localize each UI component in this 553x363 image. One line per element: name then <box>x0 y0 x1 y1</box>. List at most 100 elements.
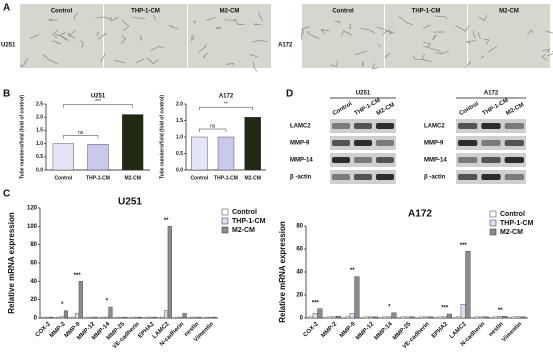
bar <box>520 316 526 319</box>
tube-network <box>95 14 179 64</box>
bar <box>60 316 65 319</box>
bar <box>75 313 80 319</box>
sig-label: *** <box>460 243 468 249</box>
bar <box>115 316 120 319</box>
bar <box>49 316 54 319</box>
bar <box>308 316 314 319</box>
cell-line-label: U251 <box>1 43 16 49</box>
blot-band <box>481 140 501 146</box>
sig-bracket <box>199 106 253 111</box>
y-tick-label: 0.5 <box>176 151 183 157</box>
protein-label: β -actin <box>424 175 446 181</box>
blot-band <box>376 157 394 163</box>
blot-band <box>458 140 478 146</box>
image-label: THP-1-CM <box>412 9 441 15</box>
bar <box>456 316 462 319</box>
y-tick-label: 0.0 <box>36 167 43 173</box>
micrograph <box>188 4 271 68</box>
sig-label: * <box>106 299 109 305</box>
blot-band <box>504 174 524 180</box>
y-tick-label: 20 <box>296 293 303 299</box>
bar <box>208 316 213 319</box>
blot-band <box>354 157 372 163</box>
sig-label: ** <box>224 102 228 108</box>
y-tick-label: 40 <box>30 279 37 285</box>
y-tick-label: 20 <box>30 297 37 303</box>
x-tick-label: THP-1-CM <box>86 175 110 181</box>
bar <box>87 144 109 171</box>
bar <box>217 136 235 171</box>
protein-label: MMP-9 <box>424 141 444 147</box>
legend-label: THP-1-CM <box>500 220 534 227</box>
x-tick-label: MMP-2 <box>320 321 338 339</box>
protein-label: β -actin <box>290 175 312 181</box>
y-tick-label: 1.5 <box>176 118 183 124</box>
bar <box>204 316 209 319</box>
bar <box>483 316 489 319</box>
bar <box>123 316 128 319</box>
bar <box>511 316 517 319</box>
chart-title: U251 <box>118 197 142 208</box>
lane-label: M2-CM <box>505 102 525 117</box>
protein-label: MMP-14 <box>424 158 447 164</box>
micrograph <box>104 4 187 68</box>
bar <box>191 136 208 171</box>
sig-label: *** <box>74 273 82 279</box>
bar <box>349 313 355 319</box>
y-tick-label: 2.0 <box>36 115 43 121</box>
legend-swatch <box>221 226 229 234</box>
protein-label: LAMC2 <box>290 124 311 130</box>
chart-title: U251 <box>91 94 106 100</box>
y-tick-label: 100 <box>27 224 38 230</box>
bar <box>446 313 452 319</box>
bar <box>130 316 135 319</box>
bar <box>409 316 415 319</box>
y-axis-label: Tube numbers/field (fold of control) <box>159 95 165 179</box>
blot-band <box>354 174 372 180</box>
bar <box>122 114 144 171</box>
bar <box>193 316 198 319</box>
blot-band <box>354 123 372 129</box>
bar <box>145 316 150 319</box>
legend-label: M2-CM <box>232 227 255 234</box>
y-tick-label: 120 <box>27 206 38 212</box>
blot-band <box>458 174 478 180</box>
bar <box>368 316 374 319</box>
bar <box>428 316 434 319</box>
x-tick-label: MMP-12 <box>355 321 376 342</box>
y-axis-label: Relative mRNA expression <box>7 212 16 314</box>
sig-label: ** <box>164 218 169 224</box>
image-label: Control <box>332 9 354 15</box>
bar <box>497 316 503 319</box>
bar <box>423 316 429 319</box>
y-tick-label: 0 <box>34 316 38 322</box>
bar <box>175 316 180 319</box>
bar <box>391 312 397 319</box>
bar <box>460 304 466 319</box>
bar <box>104 316 109 319</box>
bar <box>326 316 332 319</box>
x-tick-label: Vimentin <box>501 321 523 343</box>
blot-band <box>376 174 394 180</box>
x-tick-label: EPHA2 <box>431 321 450 340</box>
y-tick-label: 0.0 <box>176 167 183 173</box>
y-axis-label: Relative mRNA expression <box>278 221 287 323</box>
blot-band <box>481 174 501 180</box>
bar <box>317 308 323 319</box>
bar <box>119 316 124 319</box>
tube-network <box>191 12 268 72</box>
bar <box>442 316 448 319</box>
sig-label: *** <box>95 99 101 105</box>
legend-label: M2-CM <box>500 229 523 236</box>
bar <box>312 313 318 319</box>
bar <box>197 316 202 319</box>
chart-title: A172 <box>408 209 432 220</box>
bar <box>345 316 351 319</box>
bar <box>182 313 187 319</box>
bar <box>138 316 143 319</box>
bar <box>335 316 341 319</box>
tube-network <box>455 14 553 68</box>
bar <box>405 316 411 319</box>
bar <box>400 316 406 319</box>
bar <box>212 316 217 319</box>
